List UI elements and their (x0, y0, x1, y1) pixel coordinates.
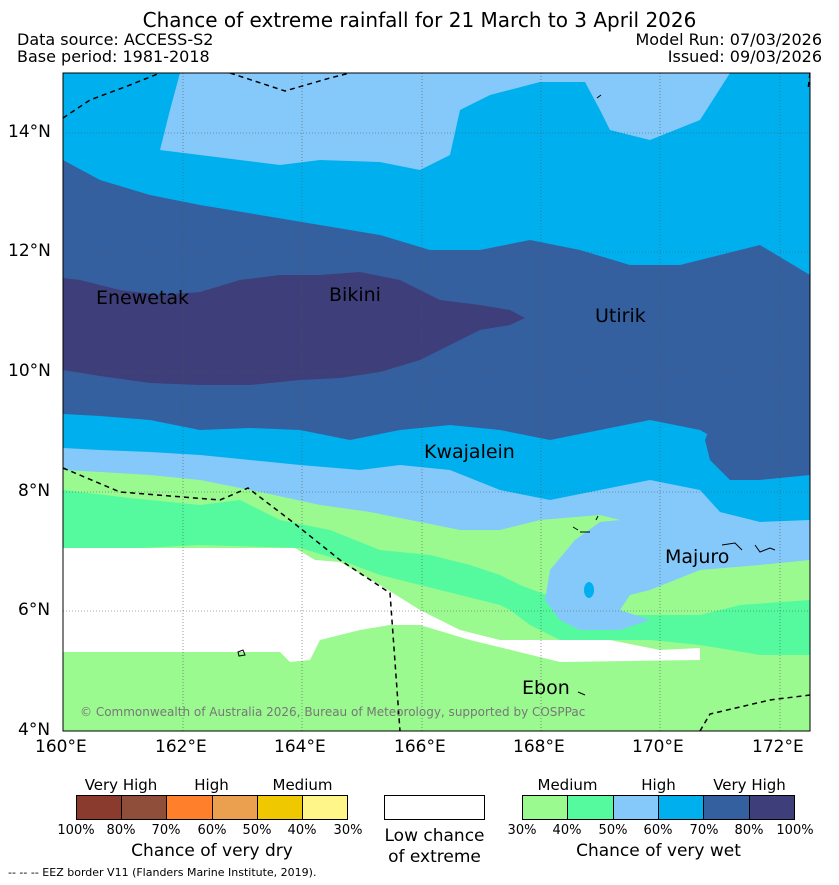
atoll-outline (721, 542, 776, 553)
colorbar-tick: 80% (734, 823, 764, 838)
lon-label: 172°E (752, 737, 804, 757)
lat-label: 12°N (8, 241, 51, 261)
data-source: Data source: ACCESS-S2 (17, 30, 214, 49)
colorbar-swatch (523, 796, 569, 819)
colorbar-tick: 100% (57, 823, 95, 838)
lon-label: 168°E (513, 737, 565, 757)
colorbar-tick: 100% (776, 823, 814, 838)
colorbar-tick: 50% (242, 823, 272, 838)
colorbar-swatch (77, 796, 123, 819)
colorbar-tick: 30% (333, 823, 363, 838)
legend-category: Very High (84, 776, 158, 794)
colorbar-tick: 30% (507, 823, 537, 838)
lon-label: 164°E (274, 737, 326, 757)
colorbar-swatch (122, 796, 168, 819)
colorbar-tick: 80% (106, 823, 136, 838)
dry-colorbar (76, 795, 348, 820)
place-label: Majuro (665, 546, 730, 568)
colorbar-swatch (212, 796, 258, 819)
lat-label: 8°N (18, 481, 51, 501)
zone-low-chance (63, 548, 700, 662)
atoll-outline (237, 649, 246, 657)
place-label: Ebon (522, 677, 570, 699)
place-label: Enewetak (96, 287, 190, 309)
zone-very-high-80 (63, 272, 525, 385)
dry-legend-title: Chance of very dry (131, 841, 293, 861)
legend-category: Very High (713, 776, 786, 794)
colorbar-tick: 60% (643, 823, 673, 838)
lat-label: 4°N (18, 720, 51, 740)
place-label: Bikini (329, 284, 381, 306)
place-label: Kwajalein (424, 441, 515, 463)
atoll-outline (577, 94, 602, 696)
low-chance-swatch (384, 795, 485, 820)
copyright-notice: © Commonwealth of Australia 2026, Bureau… (80, 705, 586, 719)
lat-label: 14°N (8, 122, 51, 142)
wet-colorbar (522, 795, 795, 820)
lat-label: 10°N (8, 361, 51, 381)
colorbar-tick: 50% (598, 823, 628, 838)
colorbar-tick: 70% (689, 823, 719, 838)
lon-label: 170°E (632, 737, 684, 757)
colorbar-tick: 40% (552, 823, 582, 838)
wet-legend-title: Chance of very wet (576, 841, 741, 861)
place-label: Utirik (595, 305, 646, 327)
colorbar-tick: 60% (197, 823, 227, 838)
colorbar-swatch (704, 796, 750, 819)
lon-label: 166°E (394, 737, 446, 757)
legend-category: Medium (537, 776, 598, 794)
legend-category: High (194, 776, 229, 794)
colorbar-tick: 70% (151, 823, 181, 838)
model-run: Model Run: 07/03/2026 (635, 30, 823, 49)
base-period: Base period: 1981-2018 (17, 47, 210, 66)
lon-label: 160°E (35, 737, 87, 757)
colorbar-swatch (613, 796, 659, 819)
colorbar-swatch (568, 796, 614, 819)
colorbar-swatch (167, 796, 213, 819)
islet-marker (584, 582, 594, 598)
atoll-outline (572, 515, 599, 533)
issued-date: Issued: 09/03/2026 (667, 47, 822, 66)
low-chance-label: Low chance (384, 826, 485, 846)
map-frame (62, 72, 811, 732)
colorbar-tick: 40% (287, 823, 317, 838)
colorbar-swatch (749, 796, 794, 819)
colorbar-swatch (257, 796, 303, 819)
lon-label: 162°E (155, 737, 207, 757)
map-title: Chance of extreme rainfall for 21 March … (142, 8, 697, 32)
legend-category: Medium (272, 776, 333, 794)
eez-footnote: -- -- -- EEZ border V11 (Flanders Marine… (8, 866, 317, 879)
colorbar-swatch (302, 796, 348, 819)
lat-label: 6°N (18, 600, 51, 620)
zone-medium-40 (63, 490, 810, 655)
colorbar-swatch (658, 796, 705, 819)
low-chance-label: of extreme (388, 847, 481, 867)
legend-category: High (641, 776, 676, 794)
